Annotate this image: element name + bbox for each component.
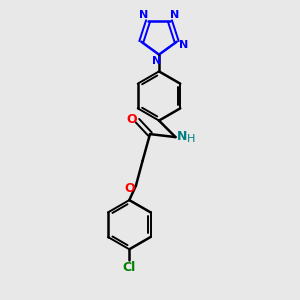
Text: N: N xyxy=(179,40,188,50)
Text: N: N xyxy=(177,130,188,143)
Text: N: N xyxy=(170,10,179,20)
Text: O: O xyxy=(124,182,135,195)
Text: N: N xyxy=(139,10,148,20)
Text: Cl: Cl xyxy=(123,261,136,274)
Text: N: N xyxy=(152,56,161,66)
Text: H: H xyxy=(187,134,195,144)
Text: O: O xyxy=(127,112,137,126)
